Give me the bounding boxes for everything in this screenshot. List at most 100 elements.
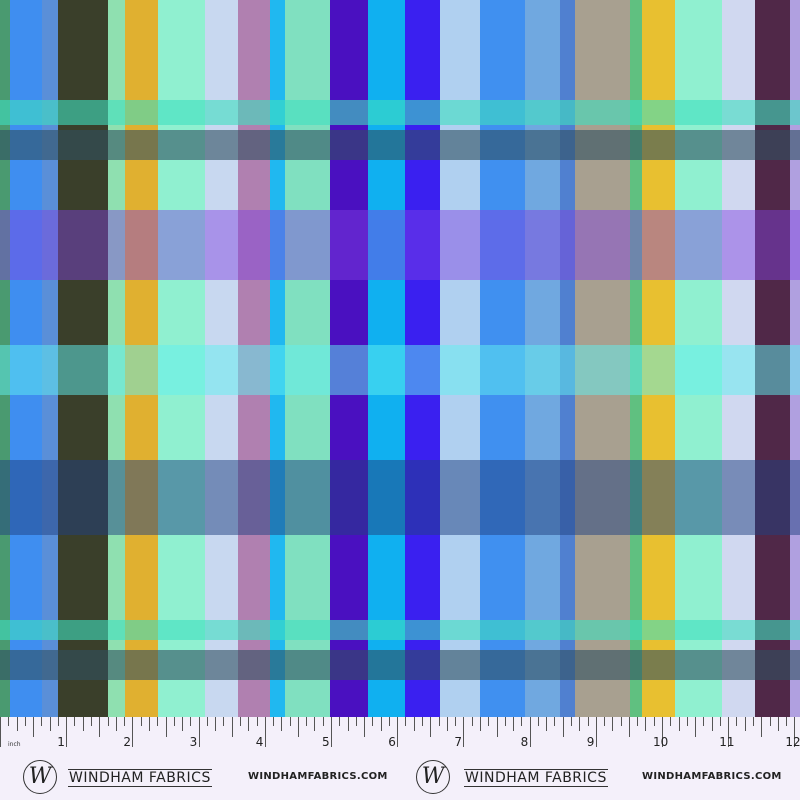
- ruler-number: 10: [653, 735, 669, 749]
- ruler-number: 6: [388, 735, 396, 749]
- ruler-tick: [455, 717, 457, 726]
- ruler-tick: [99, 717, 101, 737]
- ruler-tick: [388, 717, 390, 726]
- ruler-tick: [488, 717, 490, 726]
- ruler-tick: [620, 717, 622, 726]
- ruler-tick: [331, 717, 332, 747]
- ruler-tick: [653, 717, 655, 726]
- ruler-number: 8: [520, 735, 529, 749]
- ruler-tick: [273, 717, 275, 726]
- ruler-tick: [786, 717, 788, 726]
- ruler-tick: [761, 717, 763, 737]
- ruler-tick: [239, 717, 241, 726]
- ruler-tick: [794, 717, 796, 747]
- ruler-tick: [182, 717, 184, 731]
- ruler-tick: [612, 717, 614, 731]
- ruler-tick: [49, 717, 51, 731]
- ruler-tick: [33, 717, 35, 737]
- ruler-tick: [57, 717, 59, 726]
- ruler-tick: [736, 717, 738, 726]
- ruler-tick: [140, 717, 142, 726]
- ruler-tick: [397, 717, 399, 747]
- ruler-tick: [479, 717, 481, 731]
- fabric-band: [0, 100, 800, 125]
- fabric-band: [0, 345, 800, 395]
- fabric-band: [0, 460, 800, 535]
- ruler-tick: [504, 717, 506, 726]
- ruler-tick: [124, 717, 126, 726]
- ruler-tick: [289, 717, 291, 726]
- ruler-tick: [777, 717, 779, 731]
- ruler-tick: [248, 717, 250, 731]
- windham-logo: W: [416, 760, 450, 794]
- brand-url: WINDHAMFABRICS.COM: [248, 771, 388, 782]
- ruler-tick: [521, 717, 523, 726]
- ruler-tick: [513, 717, 515, 731]
- ruler-tick: [645, 717, 647, 731]
- ruler-tick: [744, 717, 746, 731]
- ruler-number: 1: [57, 735, 65, 749]
- ruler-tick: [231, 717, 233, 737]
- ruler-tick: [66, 717, 68, 747]
- ruler-tick: [264, 717, 266, 747]
- ruler-tick: [380, 717, 382, 731]
- ruler-tick: [529, 717, 531, 747]
- ruler-tick: [562, 717, 564, 737]
- ruler-tick: [604, 717, 606, 726]
- ruler-tick: [281, 717, 283, 731]
- ruler-tick: [339, 717, 341, 726]
- ruler-number: 2: [123, 735, 132, 749]
- ruler-tick: [206, 717, 208, 726]
- ruler-tick: [579, 717, 581, 731]
- ruler-tick: [595, 717, 597, 747]
- ruler-tick: [115, 717, 117, 731]
- ruler-tick: [107, 717, 109, 726]
- ruler-tick: [322, 717, 324, 726]
- ruler-number: 4: [255, 735, 264, 749]
- ruler-tick: [496, 717, 498, 737]
- ruler-tick: [430, 717, 432, 737]
- ruler-tick: [82, 717, 84, 731]
- ruler-tick: [215, 717, 217, 731]
- ruler-tick: [173, 717, 175, 726]
- fabric-band: [0, 650, 800, 680]
- ruler-tick: [165, 717, 167, 737]
- brand-url: WINDHAMFABRICS.COM: [642, 771, 782, 782]
- ruler-number: 5: [322, 735, 330, 749]
- ruler-tick: [728, 717, 730, 747]
- ruler-tick: [16, 717, 18, 731]
- ruler-tick: [546, 717, 548, 731]
- ruler-tick: [364, 717, 366, 737]
- ruler-tick: [157, 717, 159, 726]
- ruler-tick: [678, 717, 680, 731]
- unit-label: inch: [8, 741, 21, 748]
- ruler-tick: [628, 717, 630, 737]
- ruler-number: 11: [719, 735, 735, 749]
- ruler-tick: [686, 717, 688, 726]
- ruler-tick: [446, 717, 448, 731]
- ruler-number: 7: [454, 735, 463, 749]
- ruler-tick: [438, 717, 440, 726]
- ruler-tick: [306, 717, 308, 726]
- ruler-tick: [703, 717, 705, 726]
- ruler-tick: [662, 717, 663, 747]
- ruler-tick: [471, 717, 473, 726]
- ruler-number: 9: [586, 735, 595, 749]
- ruler-tick: [74, 717, 76, 726]
- ruler-tick: [190, 717, 192, 726]
- ruler-tick: [256, 717, 258, 726]
- ruler-tick: [8, 717, 10, 726]
- ruler-tick: [132, 717, 134, 747]
- ruler-tick: [148, 717, 150, 731]
- ruler-tick: [587, 717, 589, 726]
- ruler-tick: [405, 717, 407, 726]
- ruler-tick: [637, 717, 639, 726]
- fabric-print: [0, 0, 800, 717]
- ruler-number: 3: [189, 735, 198, 749]
- ruler-tick: [719, 717, 721, 726]
- ruler-number: 12: [785, 735, 800, 749]
- ruler-tick: [314, 717, 316, 731]
- ruler-tick: [711, 717, 713, 731]
- ruler-tick: [41, 717, 43, 726]
- ruler-tick: [355, 717, 357, 726]
